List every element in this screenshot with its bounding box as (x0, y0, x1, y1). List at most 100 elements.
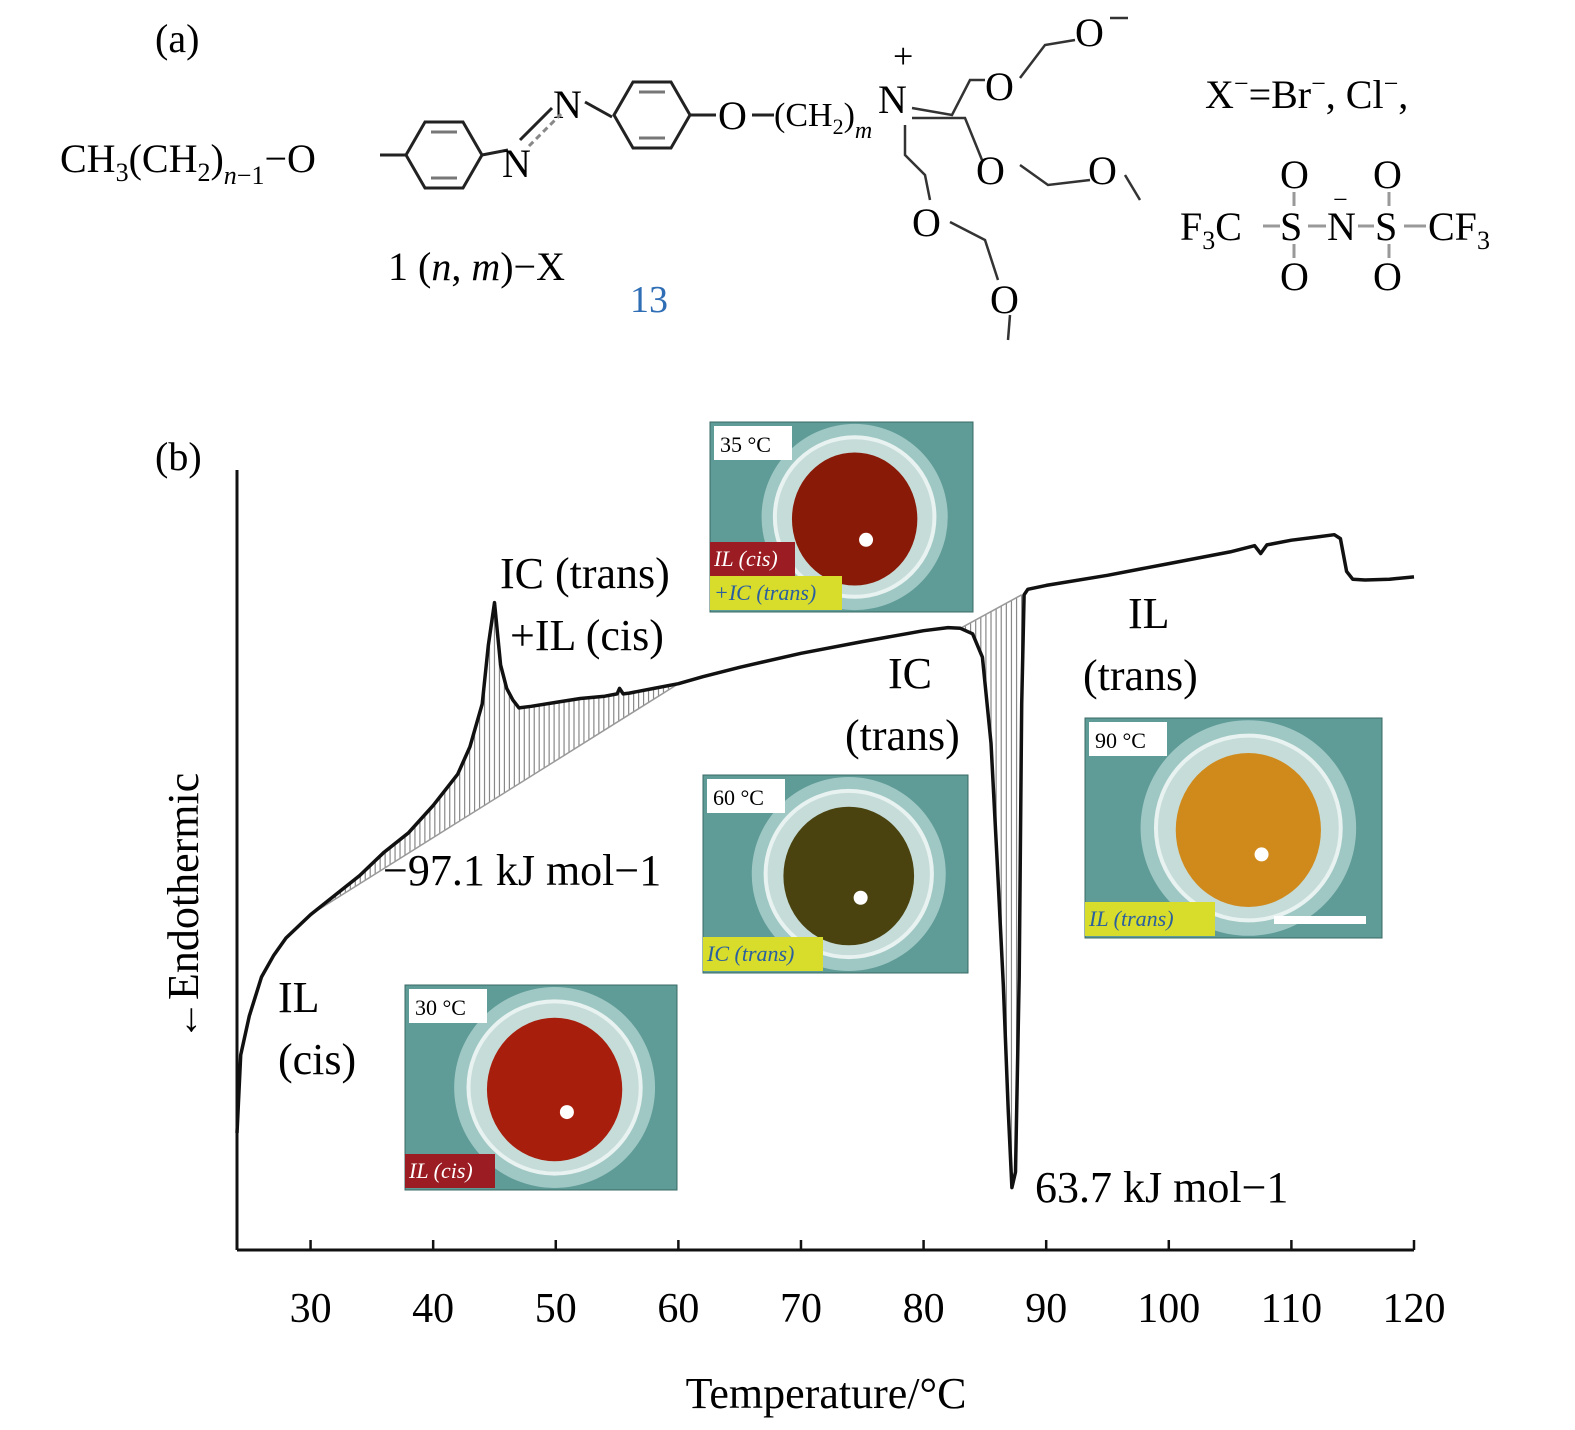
counterions-text: X−=Br−, Cl−, (1205, 69, 1408, 117)
photo-inset-60c: 60 °C IC (trans) (702, 774, 969, 974)
azo-nitrogen-upper: N (553, 82, 582, 127)
photo-inset-30c: 30 °C IL (cis) (404, 984, 678, 1191)
temperature-label: 90 °C (1095, 728, 1146, 753)
photo-border (1084, 717, 1383, 939)
phase-tag-box (710, 576, 842, 610)
label-mixed-2: +IL (cis) (510, 611, 664, 660)
azo-double-bond (518, 100, 613, 148)
label-il-cis-1: IL (278, 973, 320, 1022)
x-tick-label: 100 (1137, 1286, 1200, 1332)
tfsi-s-left: S (1280, 204, 1302, 249)
x-tick-label: 40 (412, 1286, 454, 1332)
photo-border (702, 774, 969, 974)
y-axis-label: Endothermic (159, 773, 208, 1000)
arm2-oxygen-1: O (976, 148, 1005, 193)
photo-border (709, 421, 974, 613)
label-il-trans-2: (trans) (1083, 651, 1198, 700)
temperature-box (714, 426, 792, 460)
ether-oxygen: O (718, 93, 747, 138)
temperature-box (1089, 722, 1167, 756)
x-ticks (309, 1240, 1416, 1250)
label-ic-trans-2: (trans) (845, 711, 960, 760)
sample-droplet (791, 452, 918, 586)
x-tick-label: 120 (1383, 1286, 1446, 1332)
compound-label: 1 (n, m)−X (388, 244, 565, 289)
photo-inset-90c: 90 °C IL (trans) (1084, 717, 1383, 939)
photo-border (404, 984, 678, 1191)
tfsi-o-4: O (1373, 254, 1402, 299)
phase-tag-box (405, 1154, 495, 1188)
x-tick-label: 70 (780, 1286, 822, 1332)
spacer-text: (CH2)m (774, 97, 872, 144)
photo-inset-35c: 35 °C IL (cis) +IC (trans) (709, 421, 974, 613)
reflection-spot (853, 890, 868, 905)
temperature-label: 60 °C (713, 785, 764, 810)
azo-nitrogen-lower: N (502, 141, 531, 186)
label-mixed-1: IC (trans) (500, 549, 670, 598)
phase-tag-box (703, 937, 823, 971)
x-tick-label: 90 (1025, 1286, 1067, 1332)
scale-bar (1274, 916, 1366, 924)
arm1-oxygen-2: O (1075, 10, 1104, 55)
label-il-trans-1: IL (1128, 589, 1170, 638)
arm1-oxygen-1: O (985, 64, 1014, 109)
x-tick-label: 80 (903, 1286, 945, 1332)
temperature-box (409, 989, 487, 1023)
panel-a: (a) CH3(CH2)n−1−O N N O (CH2)m (60, 10, 1490, 341)
baseline (310, 683, 679, 916)
reflection-spot (859, 532, 874, 547)
x-tick-label: 110 (1261, 1286, 1322, 1332)
arm2-oxygen-2: O (1088, 148, 1117, 193)
tail-group-text: CH3(CH2)n−1−O (60, 136, 316, 190)
reference-number: 13 (630, 279, 668, 321)
baseline (960, 594, 1023, 629)
y-axis-label-group: ← Endothermic (159, 773, 208, 1040)
dsc-curve (235, 532, 1415, 1190)
tfsi-bonds (1263, 192, 1426, 258)
tfsi-anion: F3C S N − S CF3 O O O O (1180, 152, 1490, 299)
label-il-cis-2: (cis) (278, 1035, 356, 1084)
cation-charge: + (893, 36, 913, 76)
temperature-label: 35 °C (720, 432, 771, 457)
phase-tag-box (710, 542, 795, 576)
x-tick-labels: 30 40 50 60 70 80 90 100 110 120 (290, 1286, 1446, 1332)
phase-tag-box (1085, 902, 1215, 936)
tfsi-n: N (1327, 204, 1356, 249)
phase-tag-label: IL (trans) (1088, 906, 1174, 931)
reflection-spot (1254, 847, 1269, 862)
tfsi-o-1: O (1280, 152, 1309, 197)
x-tick-label: 50 (535, 1286, 577, 1332)
tfsi-cf3: CF3 (1428, 204, 1490, 255)
y-axis-arrow: ← (162, 1000, 207, 1040)
phase-tag-label: IL (cis) (408, 1158, 473, 1183)
phenyl-ring-2 (612, 80, 716, 150)
x-tick-label: 30 (290, 1286, 332, 1332)
x-tick-label: 60 (657, 1286, 699, 1332)
panel-b-label: (b) (155, 434, 202, 479)
tfsi-o-3: O (1280, 254, 1309, 299)
phase-tag-label: IL (cis) (713, 546, 778, 571)
tfsi-s-right: S (1375, 204, 1397, 249)
phase-tag-label: +IC (trans) (714, 580, 816, 605)
sample-droplet (1175, 753, 1321, 907)
phase-tag-label: IC (trans) (706, 941, 794, 966)
ammonium-nitrogen: N (878, 77, 907, 122)
arm3-oxygen-2: O (990, 277, 1019, 322)
panel-b: (b) 30 40 50 60 70 80 90 100 110 120 Temperature/… (155, 421, 1446, 1418)
label-ic-trans-1: IC (888, 649, 932, 698)
x-axis-label: Temperature/°C (686, 1369, 967, 1418)
ethoxy-arms (903, 16, 1142, 341)
sample-droplet (783, 806, 915, 946)
phenyl-ring-1 (380, 120, 509, 190)
label-exo-enthalpy: −97.1 kJ mol−1 (383, 846, 661, 895)
tfsi-o-2: O (1373, 152, 1402, 197)
sample-droplet (486, 1017, 623, 1162)
tfsi-n-charge: − (1333, 185, 1348, 214)
arm3-oxygen-1: O (912, 200, 941, 245)
panel-a-label: (a) (155, 16, 199, 61)
label-endo-enthalpy: 63.7 kJ mol−1 (1035, 1163, 1288, 1212)
temperature-box (707, 779, 785, 813)
temperature-label: 30 °C (415, 995, 466, 1020)
